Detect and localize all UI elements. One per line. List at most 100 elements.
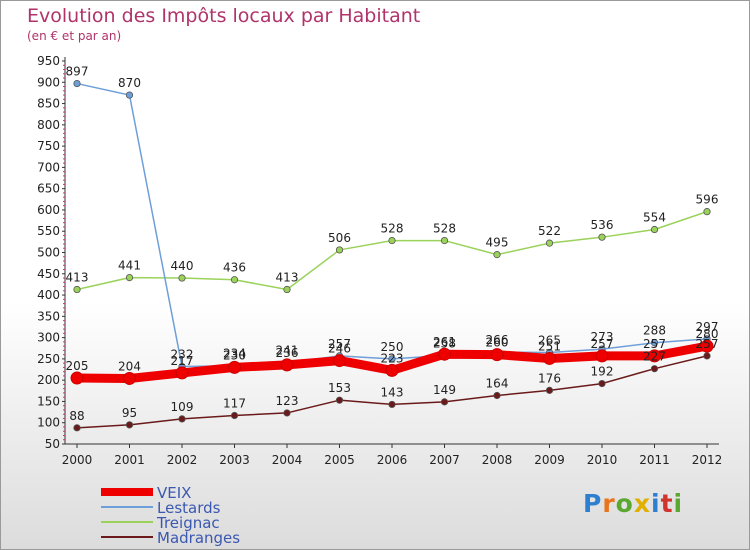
x-tick-label: 2001: [114, 453, 145, 467]
data-label-veix: 246: [328, 342, 351, 356]
data-point-madranges: [545, 386, 554, 394]
data-point-veix: [70, 371, 84, 385]
data-label-treignac: 441: [118, 259, 141, 273]
chart-subtitle: (en € et par an): [27, 29, 122, 43]
y-tick-label: 750: [37, 139, 60, 153]
x-tick-label: 2005: [324, 453, 355, 467]
x-tick-label: 2008: [482, 453, 513, 467]
data-point-lestards: [388, 355, 396, 363]
y-tick-label: 500: [37, 246, 60, 260]
data-label-lestards: 273: [591, 330, 614, 344]
data-point-lestards: [73, 79, 81, 88]
data-point-lestards: [125, 91, 134, 99]
y-tick-label: 150: [37, 394, 60, 408]
data-label-treignac: 413: [66, 271, 89, 285]
y-tick-label: 100: [37, 416, 60, 430]
data-point-madranges: [230, 411, 239, 420]
data-label-madranges: 257: [696, 337, 719, 351]
y-tick-label: 950: [37, 54, 60, 68]
logo-letter: o: [615, 489, 634, 518]
data-label-veix: 223: [381, 351, 404, 365]
data-point-madranges: [125, 421, 134, 429]
data-point-treignac: [388, 236, 396, 245]
data-label-veix: 205: [66, 359, 89, 373]
data-label-lestards: 258: [433, 336, 456, 350]
data-label-lestards: 870: [118, 76, 141, 90]
data-label-lestards: 297: [696, 320, 719, 334]
data-label-veix: 251: [538, 339, 561, 353]
data-point-veix: [490, 348, 504, 362]
data-point-treignac: [440, 236, 449, 245]
data-point-treignac: [598, 233, 606, 241]
data-label-madranges: 88: [69, 409, 84, 423]
data-point-treignac: [178, 274, 186, 282]
data-point-veix: [543, 351, 556, 365]
data-point-veix: [280, 358, 294, 372]
data-point-veix: [123, 371, 136, 385]
logo-letter: r: [602, 489, 616, 518]
y-tick-label: 350: [37, 309, 60, 323]
x-tick-label: 2007: [429, 453, 460, 467]
data-label-madranges: 176: [538, 371, 561, 385]
data-label-treignac: 522: [538, 224, 561, 238]
y-tick-label: 250: [37, 352, 60, 366]
data-point-madranges: [73, 424, 81, 432]
y-tick-label: 850: [37, 97, 60, 111]
legend-label: VEIX: [157, 484, 192, 502]
data-label-madranges: 95: [122, 406, 137, 420]
data-point-madranges: [650, 365, 659, 373]
data-point-treignac: [283, 285, 291, 294]
data-label-lestards: 232: [171, 348, 194, 362]
legend-label: Madranges: [157, 529, 241, 547]
data-point-veix: [595, 349, 609, 363]
proxiti-logo: Proxiti: [583, 489, 683, 518]
data-label-veix: 257: [643, 337, 666, 351]
data-label-veix: 236: [276, 346, 299, 360]
data-point-veix: [438, 347, 451, 361]
x-tick-label: 2002: [167, 453, 198, 467]
data-point-treignac: [230, 276, 239, 284]
data-point-madranges: [388, 400, 396, 409]
data-label-madranges: 149: [433, 383, 456, 397]
logo-letter: i: [673, 489, 684, 518]
data-label-treignac: 436: [223, 261, 246, 275]
data-label-veix: 280: [696, 327, 719, 341]
data-label-treignac: 528: [433, 222, 456, 236]
data-label-madranges: 192: [591, 365, 614, 379]
data-label-madranges: 227: [643, 350, 666, 364]
data-label-veix: 261: [433, 335, 456, 349]
data-label-lestards: 897: [66, 65, 89, 79]
x-tick-label: 2011: [639, 453, 670, 467]
data-point-madranges: [493, 391, 501, 400]
y-tick-label: 900: [37, 75, 60, 89]
data-label-lestards: 265: [538, 334, 561, 348]
legend-swatch: [101, 506, 153, 508]
data-point-madranges: [440, 398, 449, 406]
data-label-madranges: 117: [223, 396, 246, 410]
data-label-treignac: 536: [591, 218, 614, 232]
logo-letter: t: [660, 489, 674, 518]
y-tick-label: 600: [37, 203, 60, 217]
data-label-veix: 204: [118, 359, 141, 373]
data-label-madranges: 164: [486, 376, 509, 390]
data-point-treignac: [125, 274, 134, 282]
data-point-madranges: [283, 409, 291, 417]
data-point-treignac: [493, 251, 501, 259]
y-tick-label: 400: [37, 288, 60, 302]
data-point-treignac: [545, 239, 554, 247]
y-tick-label: 50: [45, 437, 60, 451]
data-label-lestards: 241: [276, 344, 299, 358]
data-label-treignac: 440: [171, 259, 194, 273]
legend-swatch: [101, 521, 153, 523]
logo-letter: P: [583, 489, 603, 518]
x-tick-label: 2010: [587, 453, 618, 467]
data-label-veix: 217: [171, 354, 194, 368]
data-label-madranges: 123: [276, 394, 299, 408]
data-label-treignac: 596: [696, 193, 719, 207]
x-tick-label: 2004: [272, 453, 303, 467]
data-point-treignac: [703, 208, 711, 216]
data-point-madranges: [335, 396, 344, 404]
x-tick-label: 2009: [534, 453, 565, 467]
data-label-treignac: 528: [381, 222, 404, 236]
